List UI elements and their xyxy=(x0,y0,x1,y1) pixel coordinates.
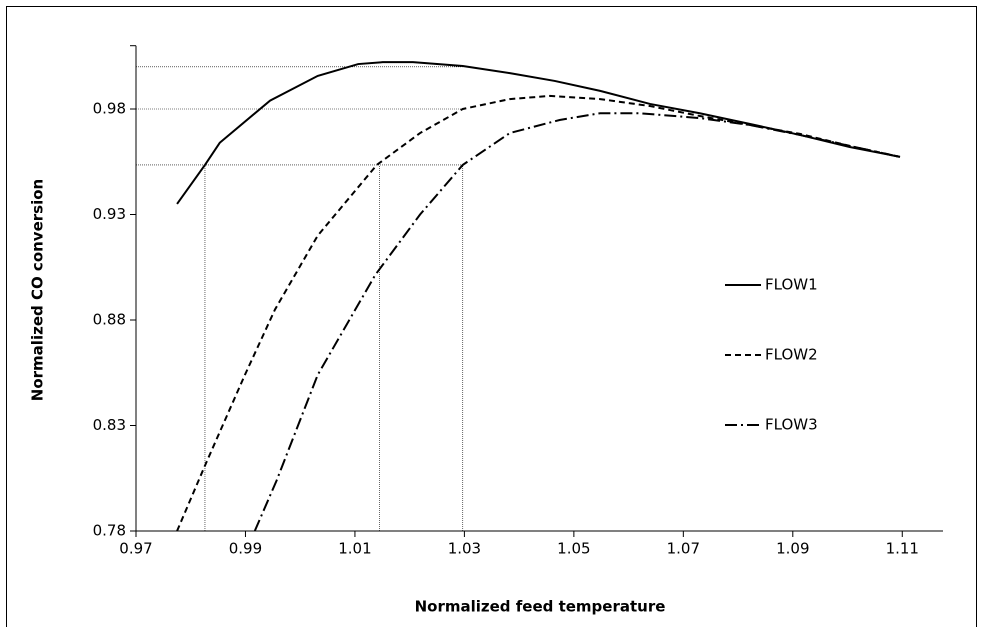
y-tick-label: 0.98 xyxy=(93,100,126,118)
x-axis-title: Normalized feed temperature xyxy=(415,598,666,616)
chart-frame xyxy=(6,6,977,627)
y-tick-label: 0.88 xyxy=(93,311,126,329)
x-tick-label: 1.11 xyxy=(886,540,919,558)
y-tick-label: 0.78 xyxy=(93,522,126,540)
legend-label: FLOW3 xyxy=(765,416,818,434)
x-tick-label: 0.99 xyxy=(229,540,262,558)
x-tick-label: 1.05 xyxy=(557,540,590,558)
x-tick-label: 1.01 xyxy=(338,540,371,558)
legend-label: FLOW1 xyxy=(765,276,818,294)
legend-label: FLOW2 xyxy=(765,346,818,364)
x-tick-label: 0.97 xyxy=(119,540,152,558)
x-tick-label: 1.09 xyxy=(776,540,809,558)
x-tick-label: 1.03 xyxy=(448,540,481,558)
x-tick-label: 1.07 xyxy=(667,540,700,558)
series-line xyxy=(176,94,901,532)
y-tick-label: 0.83 xyxy=(93,416,126,434)
y-tick-label: 0.93 xyxy=(93,205,126,223)
series-line xyxy=(253,112,901,532)
y-axis-title: Normalized CO conversion xyxy=(29,179,47,401)
